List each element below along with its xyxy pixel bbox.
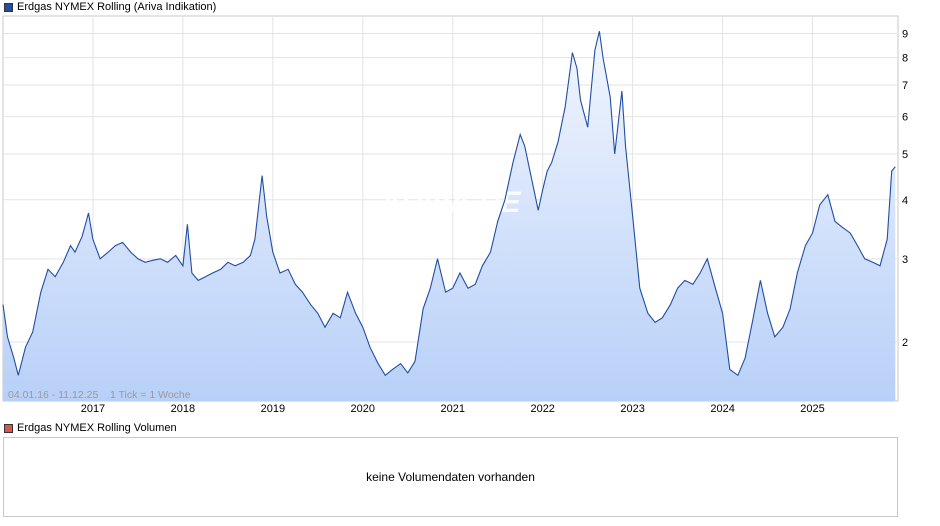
legend-volume: Erdgas NYMEX Rolling Volumen [4, 421, 177, 435]
volume-panel: keine Volumendaten vorhanden [3, 437, 898, 517]
legend-volume-swatch [4, 423, 13, 433]
y-tick-label: 5 [902, 149, 908, 161]
y-tick-label: 4 [902, 195, 908, 207]
range-info: 04.01.16 - 11.12.25 1 Tick = 1 Woche [8, 389, 191, 401]
x-tick-label: 2018 [171, 403, 195, 415]
legend-price-swatch [4, 2, 13, 12]
y-tick-label: 7 [902, 80, 908, 92]
price-area [3, 31, 896, 401]
y-tick-label: 9 [902, 28, 908, 40]
watermark-text: ARIVA.DE [378, 186, 521, 219]
y-tick-label: 3 [902, 254, 908, 266]
legend-price: Erdgas NYMEX Rolling (Ariva Indikation) [4, 0, 216, 14]
x-tick-label: 2021 [441, 403, 465, 415]
y-tick-label: 2 [902, 337, 908, 349]
x-tick-label: 2019 [261, 403, 285, 415]
x-tick-label: 2023 [620, 403, 644, 415]
x-tick-label: 2020 [351, 403, 375, 415]
x-tick-label: 2025 [800, 403, 824, 415]
x-tick-label: 2017 [81, 403, 105, 415]
y-tick-label: 6 [902, 112, 908, 124]
legend-volume-label: Erdgas NYMEX Rolling Volumen [17, 422, 177, 434]
legend-price-label: Erdgas NYMEX Rolling (Ariva Indikation) [17, 1, 217, 13]
x-axis-labels: 2017 2018 2019 2020 2021 2022 2023 2024 2025 [81, 403, 825, 415]
y-axis-labels: 2 3 4 5 6 7 8 9 [902, 28, 908, 349]
price-line [2, 31, 896, 377]
x-tick-label: 2022 [530, 403, 554, 415]
x-tick-label: 2024 [710, 403, 734, 415]
volume-empty-message: keine Volumendaten vorhanden [366, 470, 535, 484]
y-tick-label: 8 [902, 53, 908, 65]
